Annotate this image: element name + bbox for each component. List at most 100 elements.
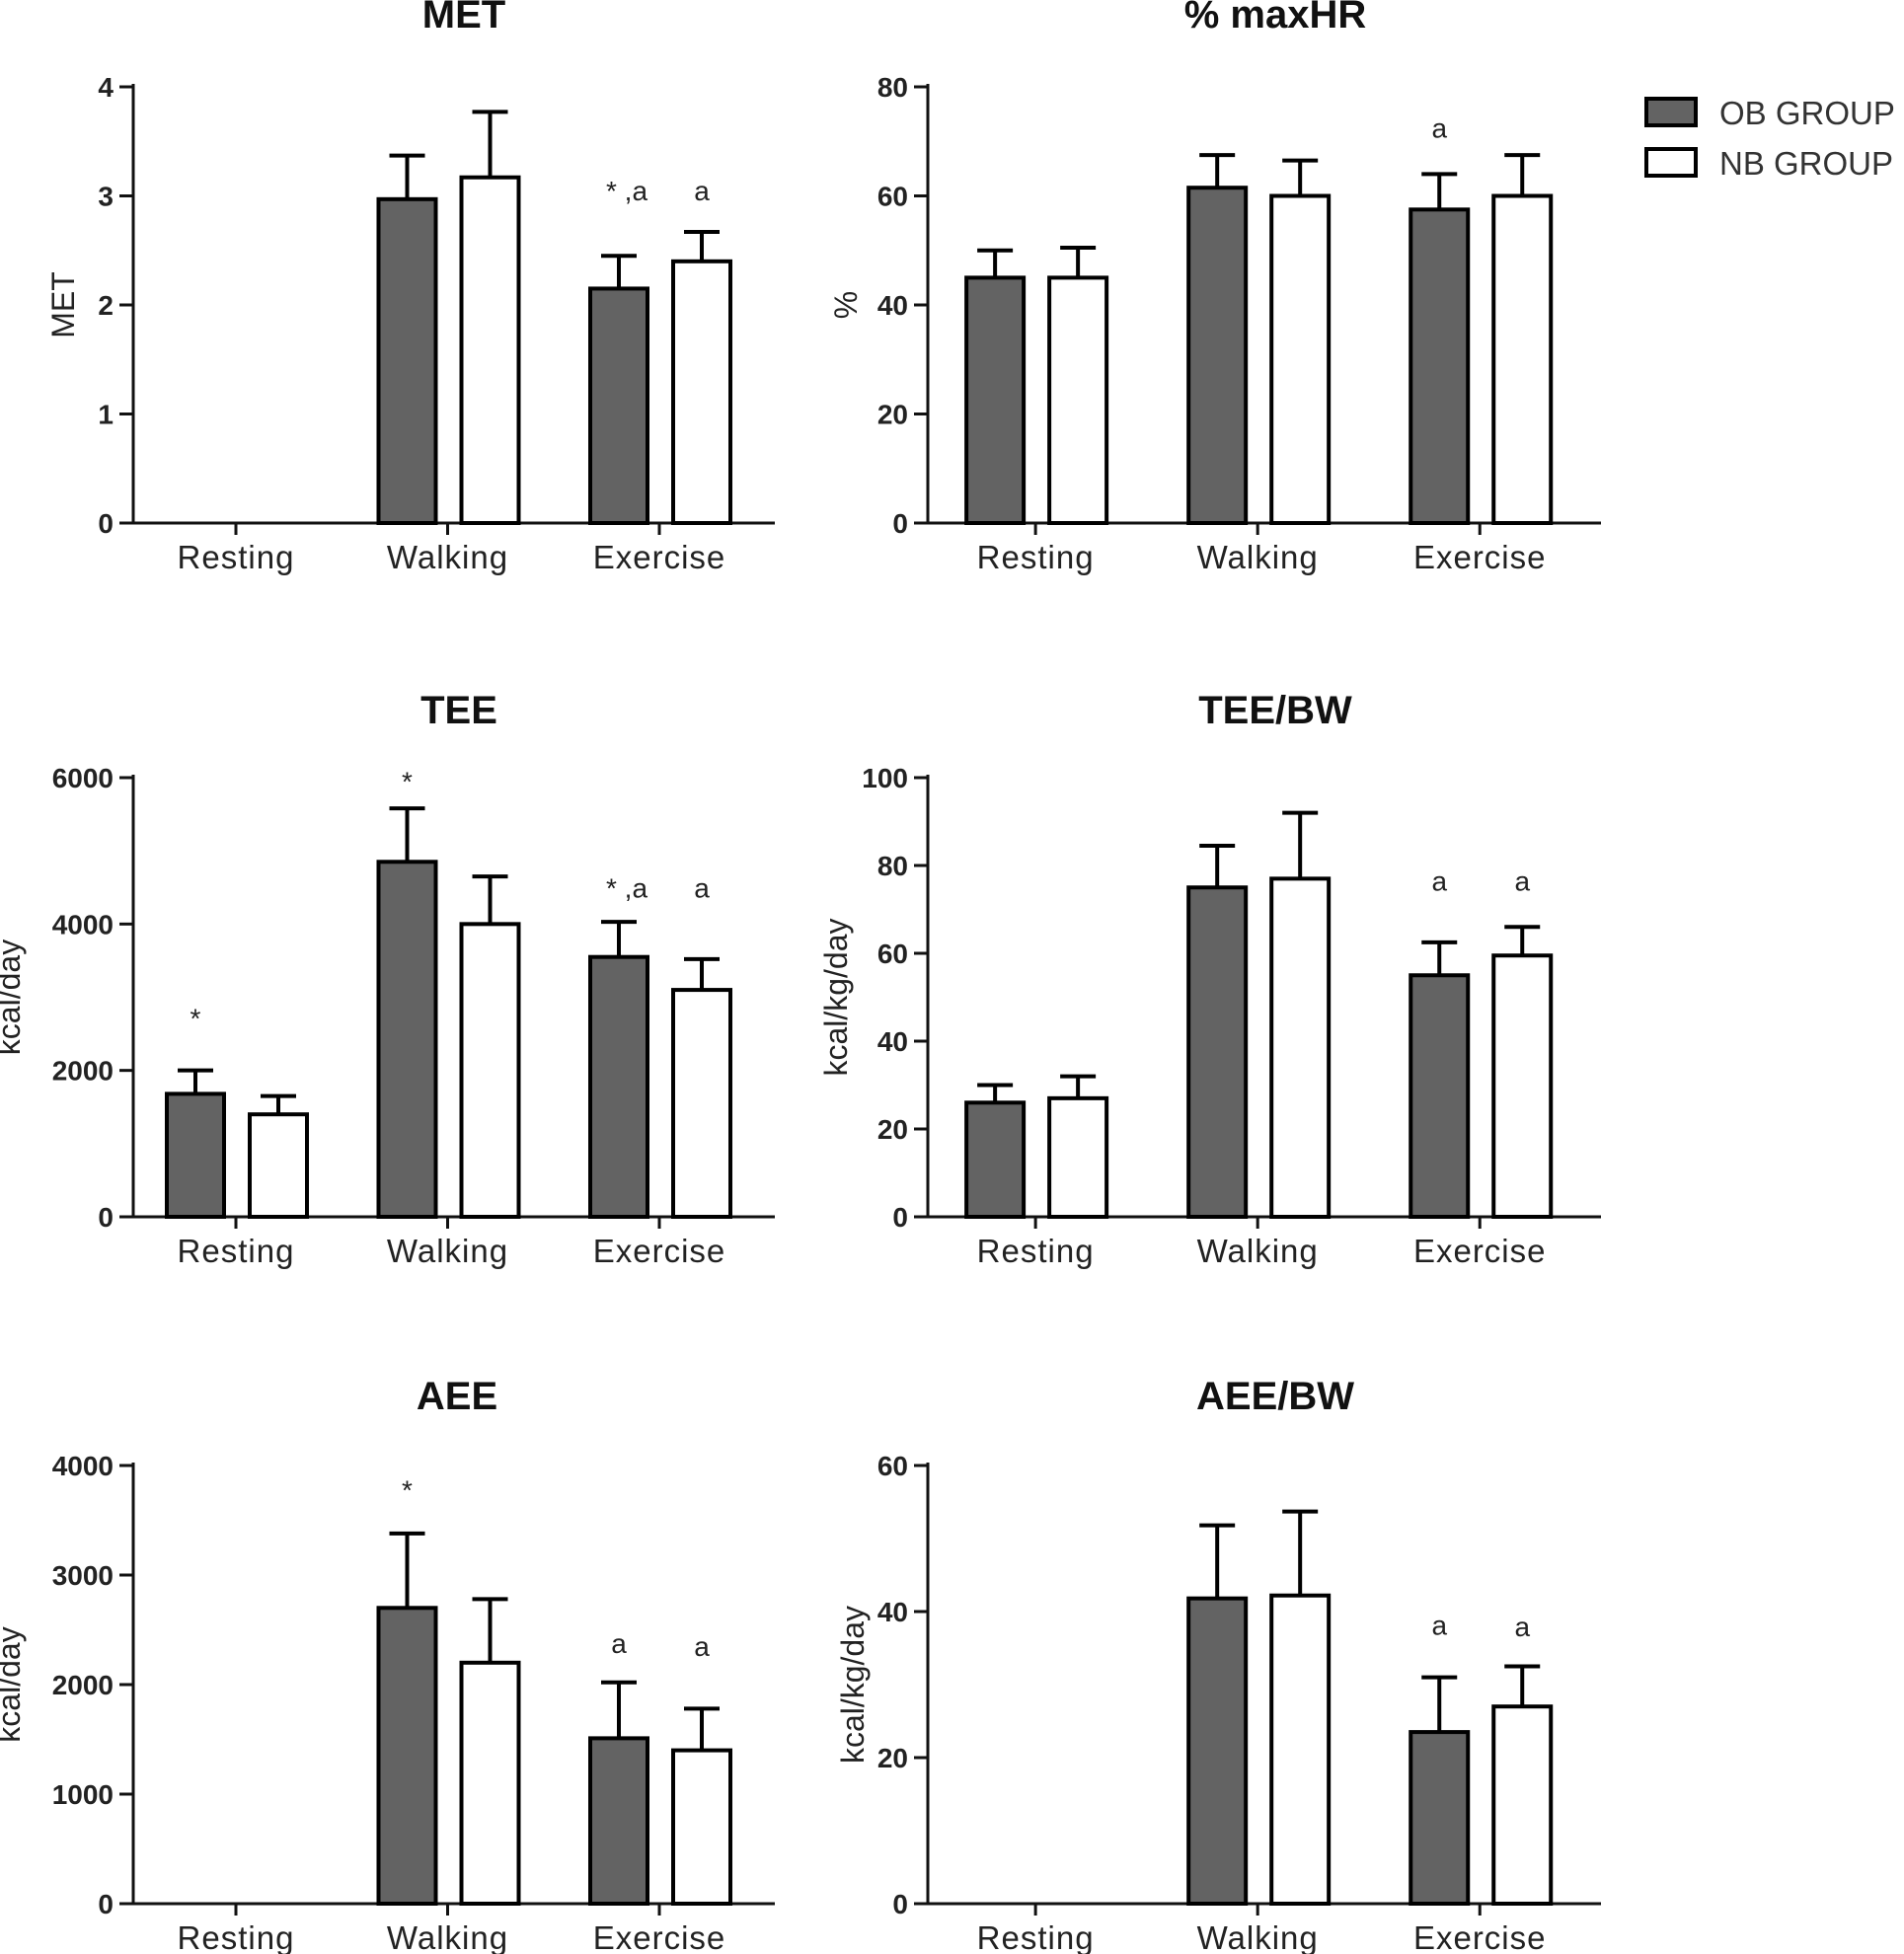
y-axis-label: % xyxy=(828,291,864,319)
y-axis-label: MET xyxy=(45,271,81,338)
significance-marker: a xyxy=(1431,866,1447,897)
chart-panel: AEE/BW kcal/kg/day 0 20 40 60 Resting Walking Ex… xyxy=(835,1375,1601,1954)
bar-ob xyxy=(376,860,438,1220)
y-tick-label: 40 xyxy=(877,1026,908,1057)
y-tick-label: 40 xyxy=(877,1597,908,1627)
bar-nb xyxy=(1491,1704,1554,1906)
x-tick-label: Walking xyxy=(387,1233,508,1269)
x-tick-label: Exercise xyxy=(1413,1233,1547,1269)
bar-ob xyxy=(1186,1596,1249,1907)
bar-ob xyxy=(588,954,649,1219)
x-tick-label: Exercise xyxy=(593,1919,726,1954)
y-tick-label: 4 xyxy=(98,72,114,103)
legend: OB GROUP NB GROUP xyxy=(1644,95,1895,182)
y-tick-label: 2 xyxy=(98,290,114,321)
bar-ob xyxy=(1186,885,1249,1219)
y-tick-label: 6000 xyxy=(52,763,114,793)
bar-ob xyxy=(588,286,649,525)
x-tick-label: Walking xyxy=(1197,1233,1319,1269)
bar-nb xyxy=(459,922,521,1219)
y-axis-label: kcal/kg/day xyxy=(835,1606,871,1764)
bar-nb xyxy=(459,1660,521,1907)
y-tick-label: 20 xyxy=(877,1743,908,1773)
bar-nb xyxy=(248,1112,309,1219)
x-tick-label: Exercise xyxy=(593,1233,726,1269)
significance-marker: a xyxy=(611,1628,627,1659)
bar-ob xyxy=(165,1091,226,1220)
chart-title: TEE/BW xyxy=(1198,689,1352,732)
y-tick-label: 80 xyxy=(877,851,908,881)
significance-marker: * ,a xyxy=(606,872,647,903)
y-tick-label: 4000 xyxy=(52,1451,114,1481)
chart-panel: AEE kcal/day 0 1000 2000 3000 4000 Resting Walki… xyxy=(0,1375,775,1954)
bar-nb xyxy=(459,175,521,525)
bar-ob xyxy=(376,196,438,525)
y-axis-label: kcal/kg/day xyxy=(818,918,854,1076)
legend-label-ob: OB GROUP xyxy=(1719,95,1895,131)
x-tick-label: Resting xyxy=(178,1233,295,1269)
bar-ob xyxy=(376,1606,438,1907)
x-tick-label: Walking xyxy=(387,539,508,575)
x-tick-label: Exercise xyxy=(1413,1919,1547,1954)
y-tick-label: 40 xyxy=(877,290,908,321)
bar-nb xyxy=(1269,193,1332,525)
x-tick-label: Resting xyxy=(977,1919,1095,1954)
significance-marker: a xyxy=(1514,866,1530,897)
y-tick-label: 4000 xyxy=(52,909,114,939)
y-tick-label: 100 xyxy=(862,763,908,793)
bar-ob xyxy=(1186,186,1249,525)
y-tick-label: 20 xyxy=(877,400,908,430)
y-tick-label: 0 xyxy=(98,1202,114,1233)
bar-nb xyxy=(1269,876,1332,1219)
chart-title: AEE/BW xyxy=(1196,1375,1354,1418)
legend-swatch-nb xyxy=(1644,147,1698,178)
x-tick-label: Walking xyxy=(1197,539,1319,575)
x-tick-label: Resting xyxy=(977,1233,1095,1269)
significance-marker: a xyxy=(694,872,710,903)
significance-marker: * xyxy=(190,1003,201,1033)
y-tick-label: 3000 xyxy=(52,1560,114,1591)
y-tick-label: 0 xyxy=(892,1889,908,1919)
bar-ob xyxy=(964,1100,1027,1220)
significance-marker: a xyxy=(694,176,710,206)
legend-swatch-ob xyxy=(1644,97,1698,127)
y-tick-label: 60 xyxy=(877,182,908,212)
chart-title: AEE xyxy=(417,1375,497,1418)
legend-label-nb: NB GROUP xyxy=(1719,145,1893,182)
chart-title: MET xyxy=(422,0,505,37)
y-tick-label: 0 xyxy=(98,1889,114,1919)
x-tick-label: Walking xyxy=(1197,1919,1319,1954)
y-tick-label: 0 xyxy=(98,508,114,539)
y-tick-label: 2000 xyxy=(52,1056,114,1087)
y-tick-label: 3 xyxy=(98,182,114,212)
x-tick-label: Resting xyxy=(178,1919,295,1954)
chart-panel: TEE/BW kcal/kg/day 0 20 40 60 80 100 Resting Walk… xyxy=(818,689,1601,1269)
significance-marker: a xyxy=(1431,113,1447,143)
y-tick-label: 0 xyxy=(892,1202,908,1233)
bar-nb xyxy=(1269,1593,1332,1906)
bar-ob xyxy=(588,1736,649,1907)
y-tick-label: 60 xyxy=(877,939,908,969)
y-axis-label: kcal/day xyxy=(0,939,27,1055)
y-tick-label: 1000 xyxy=(52,1779,114,1810)
significance-marker: * xyxy=(402,767,413,797)
y-tick-label: 60 xyxy=(877,1451,908,1481)
x-tick-label: Walking xyxy=(387,1919,508,1954)
chart-panel: % maxHR% 0 20 40 60 80 Resting Walking Exercise a xyxy=(828,0,1601,575)
y-tick-label: 20 xyxy=(877,1114,908,1145)
chart-panel: MET MET 0 1 2 3 4 Resting Walking Exercise * ,a a xyxy=(45,0,775,575)
y-tick-label: 2000 xyxy=(52,1670,114,1700)
significance-marker: a xyxy=(1514,1612,1530,1642)
y-tick-label: 1 xyxy=(98,400,114,430)
bar-nb xyxy=(1491,953,1554,1219)
x-tick-label: Resting xyxy=(977,539,1095,575)
bar-nb xyxy=(671,1748,732,1906)
x-tick-label: Resting xyxy=(178,539,295,575)
bar-nb xyxy=(1047,1095,1109,1219)
bar-ob xyxy=(1409,1730,1471,1906)
x-tick-label: Exercise xyxy=(1413,539,1547,575)
chart-title: TEE xyxy=(420,689,497,732)
significance-marker: a xyxy=(694,1631,710,1662)
y-tick-label: 0 xyxy=(892,508,908,539)
